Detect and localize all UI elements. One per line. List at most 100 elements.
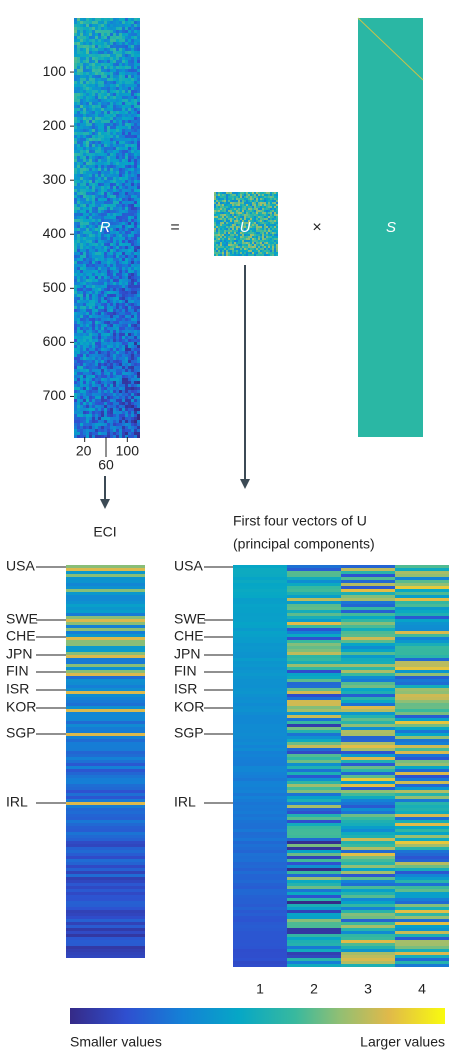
texture-cell <box>110 87 113 90</box>
texture-cell <box>250 234 252 236</box>
texture-cell <box>89 306 92 309</box>
pc-cell <box>341 940 395 943</box>
texture-cell <box>116 384 119 387</box>
texture-cell <box>80 381 83 384</box>
texture-cell <box>104 126 107 129</box>
texture-cell <box>238 240 240 242</box>
texture-cell <box>137 117 140 120</box>
texture-cell <box>110 411 113 414</box>
texture-cell <box>80 423 83 426</box>
pc-cell <box>341 895 395 898</box>
texture-cell <box>104 96 107 99</box>
texture-cell <box>74 402 77 405</box>
eci-title: ECI <box>93 524 116 540</box>
texture-cell <box>107 243 110 246</box>
texture-cell <box>80 405 83 408</box>
texture-cell <box>101 135 104 138</box>
texture-cell <box>92 423 95 426</box>
texture-cell <box>258 254 260 256</box>
texture-cell <box>214 236 216 238</box>
texture-cell <box>134 234 137 237</box>
eci-row <box>66 907 145 910</box>
texture-cell <box>214 220 216 222</box>
texture-cell <box>134 123 137 126</box>
texture-cell <box>89 171 92 174</box>
texture-cell <box>128 33 131 36</box>
texture-cell <box>77 171 80 174</box>
texture-cell <box>125 405 128 408</box>
texture-cell <box>95 66 98 69</box>
texture-cell <box>83 306 86 309</box>
texture-cell <box>95 354 98 357</box>
texture-cell <box>113 51 116 54</box>
column-label: 1 <box>256 981 264 997</box>
texture-cell <box>95 288 98 291</box>
pc-cell <box>341 814 395 817</box>
texture-cell <box>119 240 122 243</box>
texture-cell <box>230 204 232 206</box>
texture-cell <box>222 218 224 220</box>
texture-cell <box>137 393 140 396</box>
texture-cell <box>113 234 116 237</box>
texture-cell <box>222 228 224 230</box>
texture-cell <box>128 399 131 402</box>
texture-cell <box>220 242 222 244</box>
texture-cell <box>116 102 119 105</box>
texture-cell <box>131 387 134 390</box>
texture-cell <box>226 202 228 204</box>
texture-cell <box>218 250 220 252</box>
texture-cell <box>268 212 270 214</box>
texture-cell <box>77 345 80 348</box>
pc-cell <box>341 865 395 868</box>
texture-cell <box>95 324 98 327</box>
texture-cell <box>226 216 228 218</box>
texture-cell <box>83 153 86 156</box>
texture-cell <box>128 327 131 330</box>
texture-cell <box>104 177 107 180</box>
texture-cell <box>125 78 128 81</box>
texture-cell <box>86 399 89 402</box>
texture-cell <box>92 192 95 195</box>
texture-cell <box>83 204 86 207</box>
texture-cell <box>104 147 107 150</box>
texture-cell <box>258 252 260 254</box>
texture-cell <box>260 214 262 216</box>
texture-cell <box>131 234 134 237</box>
texture-cell <box>80 216 83 219</box>
texture-cell <box>95 348 98 351</box>
pc-cell <box>287 616 341 619</box>
texture-cell <box>74 150 77 153</box>
texture-cell <box>92 252 95 255</box>
texture-cell <box>230 252 232 254</box>
texture-cell <box>107 411 110 414</box>
texture-cell <box>101 357 104 360</box>
texture-cell <box>107 426 110 429</box>
texture-cell <box>113 414 116 417</box>
texture-cell <box>89 51 92 54</box>
texture-cell <box>116 375 119 378</box>
texture-cell <box>220 202 222 204</box>
texture-cell <box>254 238 256 240</box>
texture-cell <box>128 204 131 207</box>
texture-cell <box>250 220 252 222</box>
texture-cell <box>119 381 122 384</box>
texture-cell <box>116 69 119 72</box>
texture-cell <box>122 258 125 261</box>
texture-cell <box>116 72 119 75</box>
texture-cell <box>89 333 92 336</box>
pc-cell <box>395 787 449 790</box>
pc-cell <box>395 718 449 721</box>
texture-cell <box>122 189 125 192</box>
texture-cell <box>131 72 134 75</box>
texture-cell <box>128 228 131 231</box>
texture-cell <box>260 222 262 224</box>
texture-cell <box>80 201 83 204</box>
texture-cell <box>128 321 131 324</box>
texture-cell <box>74 126 77 129</box>
texture-cell <box>101 384 104 387</box>
texture-cell <box>125 342 128 345</box>
texture-cell <box>107 135 110 138</box>
texture-cell <box>256 234 258 236</box>
texture-cell <box>89 408 92 411</box>
pc-cell <box>341 961 395 964</box>
